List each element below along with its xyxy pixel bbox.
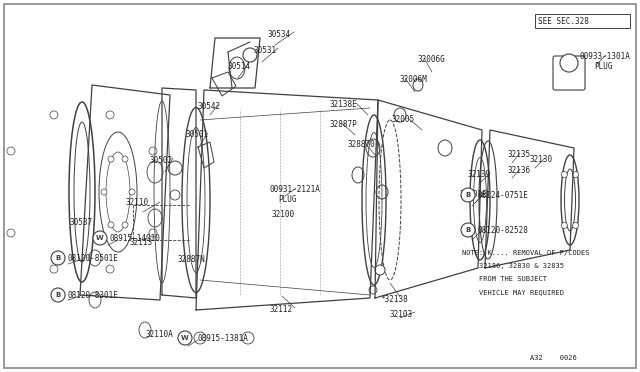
Text: 32139: 32139 [468, 170, 491, 179]
Text: 30502: 30502 [150, 156, 173, 165]
Text: B: B [56, 255, 61, 261]
Text: PLUG: PLUG [278, 195, 296, 204]
Text: 32103: 32103 [390, 310, 413, 319]
Text: 32887N: 32887N [178, 255, 205, 264]
Text: B: B [56, 292, 61, 298]
Circle shape [243, 48, 257, 62]
Circle shape [106, 265, 114, 273]
Text: 32110: 32110 [126, 198, 149, 207]
Circle shape [7, 147, 15, 155]
Text: 08124-0751E: 08124-0751E [478, 191, 529, 200]
Circle shape [178, 331, 192, 345]
Text: 00931-2121A: 00931-2121A [270, 185, 321, 194]
Text: 30537: 30537 [70, 218, 93, 227]
Text: B: B [465, 192, 470, 198]
Text: W: W [181, 335, 189, 341]
Text: 08120-82528: 08120-82528 [478, 226, 529, 235]
Text: 30514: 30514 [228, 62, 251, 71]
Text: 32887P: 32887P [330, 120, 358, 129]
Text: VEHICLE MAY REQUIRED: VEHICLE MAY REQUIRED [462, 289, 564, 295]
Text: 30542: 30542 [197, 102, 220, 111]
Circle shape [101, 189, 107, 195]
Text: B: B [465, 227, 470, 233]
Circle shape [7, 229, 15, 237]
Circle shape [149, 147, 157, 155]
Text: 328870: 328870 [348, 140, 376, 149]
Text: NOTE: K.... REMOVAL OF P/CODES: NOTE: K.... REMOVAL OF P/CODES [462, 250, 589, 256]
Circle shape [106, 111, 114, 119]
FancyBboxPatch shape [553, 56, 585, 90]
Text: 32100: 32100 [272, 210, 295, 219]
Text: 32006M: 32006M [400, 75, 428, 84]
Text: 32101E: 32101E [460, 190, 488, 199]
Text: 30501: 30501 [185, 130, 208, 139]
Text: 32138E: 32138E [330, 100, 358, 109]
Text: 32113: 32113 [130, 238, 153, 247]
Circle shape [561, 222, 567, 228]
Circle shape [461, 223, 475, 237]
Circle shape [108, 156, 114, 162]
Circle shape [51, 251, 65, 265]
Text: *32138: *32138 [380, 295, 408, 304]
Circle shape [129, 189, 135, 195]
Text: SEE SEC.328: SEE SEC.328 [538, 16, 589, 26]
Text: 00933-1301A: 00933-1301A [580, 52, 631, 61]
Circle shape [50, 265, 58, 273]
Text: 30531: 30531 [254, 46, 277, 55]
Bar [535, 14, 630, 28]
Text: 08120-8301E: 08120-8301E [68, 291, 119, 300]
Circle shape [149, 229, 157, 237]
Circle shape [93, 231, 107, 245]
Circle shape [50, 111, 58, 119]
Text: 32005: 32005 [392, 115, 415, 124]
Circle shape [369, 286, 377, 294]
Text: 08915-14010: 08915-14010 [110, 234, 161, 243]
Circle shape [122, 222, 128, 228]
Text: 08915-1381A: 08915-1381A [198, 334, 249, 343]
Text: 32112: 32112 [270, 305, 293, 314]
Circle shape [375, 265, 385, 275]
Text: 32130: 32130 [530, 155, 553, 164]
Circle shape [573, 222, 579, 228]
Text: FROM THE SUBJECT: FROM THE SUBJECT [462, 276, 547, 282]
Circle shape [561, 171, 567, 177]
Text: W: W [96, 235, 104, 241]
Circle shape [108, 222, 114, 228]
Text: 32006G: 32006G [418, 55, 445, 64]
Circle shape [122, 156, 128, 162]
Text: 32186, 32830 & 32835: 32186, 32830 & 32835 [462, 263, 564, 269]
Circle shape [51, 288, 65, 302]
Text: 08120-8501E: 08120-8501E [68, 254, 119, 263]
Circle shape [461, 188, 475, 202]
Circle shape [560, 54, 578, 72]
Text: A32    0026: A32 0026 [530, 355, 577, 361]
Text: PLUG: PLUG [594, 62, 612, 71]
Circle shape [573, 171, 579, 177]
Text: 30534: 30534 [268, 30, 291, 39]
Text: 32135: 32135 [508, 150, 531, 159]
Text: 32110A: 32110A [145, 330, 173, 339]
Text: 32136: 32136 [508, 166, 531, 175]
